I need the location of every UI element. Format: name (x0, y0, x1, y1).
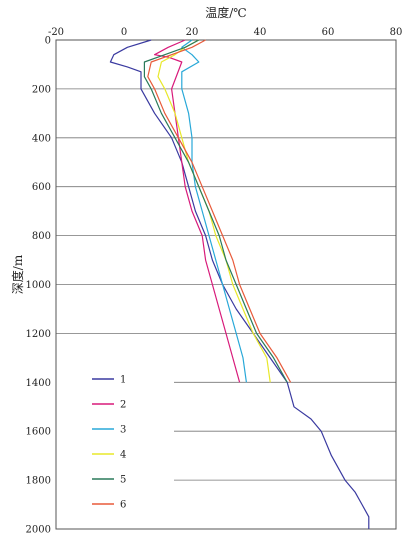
x-tick-label: 0 (121, 27, 127, 38)
x-tick-label: -20 (48, 27, 64, 38)
legend-label-2: 2 (120, 400, 126, 411)
legend-label-4: 4 (120, 450, 126, 461)
x-tick-label: 20 (186, 27, 199, 38)
y-tick-label: 1600 (26, 427, 51, 438)
x-tick-label: 60 (322, 27, 335, 38)
y-tick-label: 600 (32, 182, 51, 193)
legend: 1 2 3 4 5 6 (92, 375, 126, 511)
x-tick-labels: -20 0 20 40 60 80 (48, 27, 402, 38)
x-axis-label: 温度/℃ (205, 5, 246, 20)
plot-frame (55, 39, 397, 530)
legend-label-5: 5 (120, 475, 126, 486)
y-tick-label: 200 (32, 84, 51, 95)
y-tick-label: 1800 (26, 476, 51, 487)
series-lines (109, 39, 370, 529)
legend-label-1: 1 (120, 375, 126, 386)
y-tick-label: 800 (32, 231, 51, 242)
x-tick-label: 40 (254, 27, 267, 38)
y-tick-label: 2000 (26, 525, 51, 536)
y-tick-label: 0 (45, 36, 51, 47)
y-axis-label: 深度/m (10, 254, 25, 294)
series-line-6 (147, 39, 292, 383)
x-tick-label: 80 (390, 27, 403, 38)
series-line-4 (157, 39, 271, 383)
y-tick-label: 1200 (26, 329, 51, 340)
y-tick-label: 1400 (26, 378, 51, 389)
y-tick-label: 1000 (26, 280, 51, 291)
grid-lines (56, 88, 396, 481)
legend-label-6: 6 (120, 500, 126, 511)
y-tick-label: 400 (32, 133, 51, 144)
legend-label-3: 3 (120, 425, 126, 436)
y-tick-labels: 0 200 400 600 800 1000 1200 1400 1600 1800 2000 (26, 36, 51, 536)
series-line-2 (154, 39, 241, 383)
series-line-5 (143, 39, 288, 383)
